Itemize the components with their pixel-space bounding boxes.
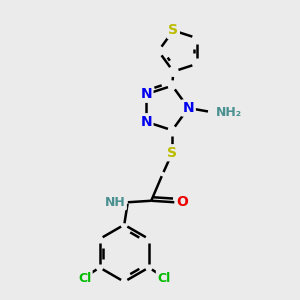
Text: N: N [140, 115, 152, 129]
Text: Cl: Cl [157, 272, 170, 284]
Text: Cl: Cl [78, 272, 91, 284]
Text: S: S [168, 23, 178, 38]
Text: S: S [167, 146, 177, 160]
Text: N: N [183, 101, 194, 115]
Text: NH: NH [105, 196, 125, 209]
Text: O: O [176, 195, 188, 209]
Text: NH₂: NH₂ [215, 106, 242, 119]
Text: N: N [140, 87, 152, 101]
